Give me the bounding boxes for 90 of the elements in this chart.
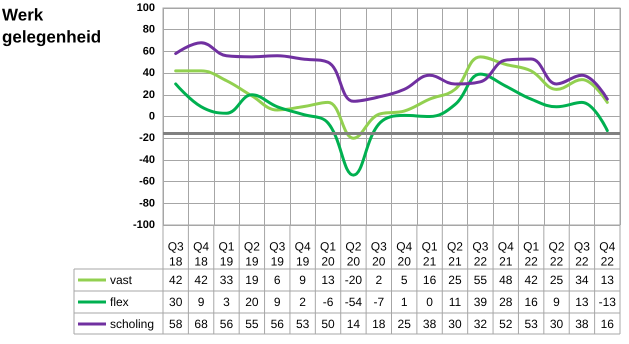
data-label: 30: [169, 295, 183, 309]
y-tick-label: 60: [142, 45, 155, 58]
data-label: 28: [499, 295, 513, 309]
data-label: 9: [299, 273, 306, 287]
x-tick-label: Q2 22: [548, 240, 565, 268]
data-label: -6: [322, 295, 334, 309]
data-label: 53: [296, 317, 310, 331]
y-tick-label: -100: [132, 219, 155, 231]
x-tick-label: Q1 21: [422, 240, 438, 268]
data-label: 11: [448, 295, 462, 309]
x-tick-label: Q4 19: [294, 240, 311, 268]
x-tick-label: Q4 21: [498, 240, 514, 268]
text: Werk gelegenheid: [2, 6, 102, 46]
data-label: 68: [194, 317, 208, 331]
data-label: 1: [400, 295, 408, 309]
data-label: 13: [575, 295, 589, 309]
legend-label: vast: [110, 273, 133, 287]
data-label: 48: [499, 273, 513, 287]
x-tick-label: Q2 20: [345, 240, 362, 268]
y-tick-label: 40: [142, 67, 155, 80]
legend-label: flex: [110, 295, 129, 309]
data-label: 18: [372, 317, 386, 331]
data-label: 20: [245, 295, 259, 309]
data-label: 55: [245, 317, 259, 331]
data-label: -7: [373, 295, 384, 309]
data-label: 9: [198, 295, 205, 309]
data-label: 16: [600, 317, 614, 331]
data-label: 42: [524, 273, 538, 287]
data-label: 33: [220, 273, 234, 287]
data-label: 25: [550, 273, 564, 287]
x-tick-label: Q4 18: [193, 240, 210, 268]
data-label: 2: [299, 295, 306, 309]
data-label: 6: [274, 273, 281, 287]
data-label: 25: [448, 273, 462, 287]
x-tick-label: Q3 22: [472, 240, 489, 268]
x-tick-label: Q2 19: [244, 240, 260, 268]
x-tick-label: Q1 19: [218, 240, 235, 268]
data-label: 3: [223, 295, 230, 309]
data-label: 55: [474, 273, 488, 287]
y-tick-label: 80: [142, 24, 155, 36]
data-label: 53: [524, 317, 538, 331]
y-tick-label: -60: [139, 176, 155, 188]
data-label: 5: [400, 273, 408, 287]
data-label: 56: [270, 317, 284, 331]
x-tick-label: Q3 18: [168, 240, 184, 268]
data-label: 13: [321, 273, 336, 287]
data-label: 14: [346, 317, 360, 331]
y-tick-label: 20: [142, 88, 155, 101]
data-label: 30: [448, 317, 462, 331]
x-tick-label: Q3 19: [269, 240, 286, 268]
data-label: -54: [344, 295, 362, 309]
line-series: [174, 41, 609, 103]
legend-label: scholing: [110, 317, 154, 331]
x-tick-label: Q4 22: [599, 240, 616, 268]
data-label: 16: [422, 273, 437, 287]
data-label: 9: [274, 295, 281, 309]
data-label: 52: [499, 317, 513, 331]
data-label: 58: [169, 317, 183, 331]
data-label: 39: [474, 295, 488, 309]
data-label: 38: [422, 317, 437, 331]
data-label: 30: [550, 317, 564, 331]
data-label: 13: [600, 273, 614, 287]
data-label: 0: [426, 295, 434, 309]
y-tick-label: -40: [139, 154, 155, 166]
data-label: 56: [220, 317, 234, 331]
x-tick-label: Q1 22: [523, 240, 540, 268]
x-tick-label: Q1 20: [320, 240, 336, 268]
y-tick-label: 0: [148, 110, 155, 122]
x-tick-label: Q3 20: [370, 240, 388, 268]
line-series: [174, 72, 609, 177]
data-label: 25: [398, 317, 412, 331]
data-label: -13: [598, 295, 616, 309]
data-label: 42: [169, 273, 183, 287]
line-series: [174, 55, 609, 140]
data-label: 9: [553, 295, 560, 309]
y-tick-label: 100: [136, 2, 155, 14]
y-tick-label: -20: [139, 132, 155, 144]
data-label: 42: [194, 273, 208, 287]
data-label: 38: [575, 317, 589, 331]
data-label: 19: [245, 273, 259, 287]
x-tick-label: Q2 21: [446, 240, 464, 268]
data-label: 2: [375, 273, 382, 287]
y-tick-label: -80: [139, 197, 155, 210]
data-label: 32: [474, 317, 488, 331]
data-label: -20: [344, 273, 362, 287]
x-tick-label: Q3 22: [574, 240, 590, 268]
data-label: 34: [575, 273, 589, 287]
data-label: 50: [321, 317, 336, 331]
data-label: 16: [524, 295, 538, 309]
x-tick-label: Q4 20: [396, 240, 413, 268]
